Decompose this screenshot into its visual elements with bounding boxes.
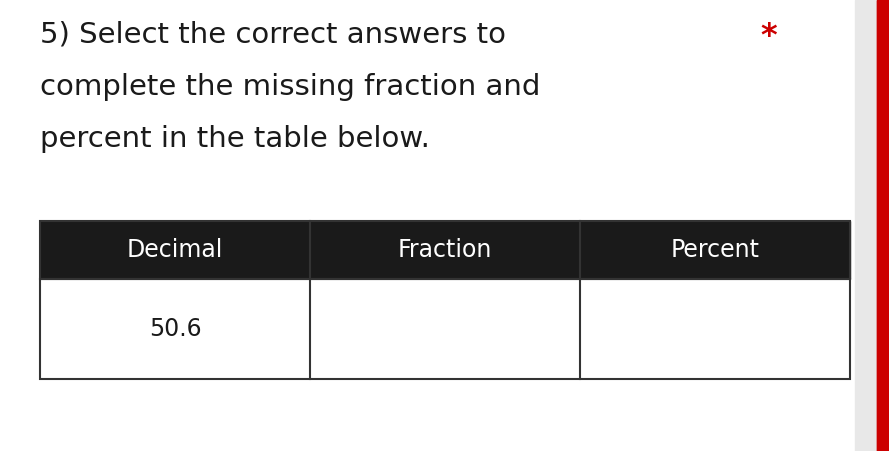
Bar <box>40 279 850 379</box>
Text: Percent: Percent <box>670 238 759 262</box>
Text: 50.6: 50.6 <box>148 317 201 341</box>
Bar <box>877 0 889 451</box>
Bar <box>855 0 889 451</box>
Text: complete the missing fraction and: complete the missing fraction and <box>40 73 541 101</box>
Bar <box>877 0 889 451</box>
Text: *: * <box>760 21 777 52</box>
Text: Decimal: Decimal <box>127 238 223 262</box>
Bar <box>40 221 850 279</box>
Text: percent in the table below.: percent in the table below. <box>40 125 430 153</box>
Bar <box>40 221 850 279</box>
Text: Fraction: Fraction <box>397 238 493 262</box>
Text: 5) Select the correct answers to: 5) Select the correct answers to <box>40 21 506 49</box>
